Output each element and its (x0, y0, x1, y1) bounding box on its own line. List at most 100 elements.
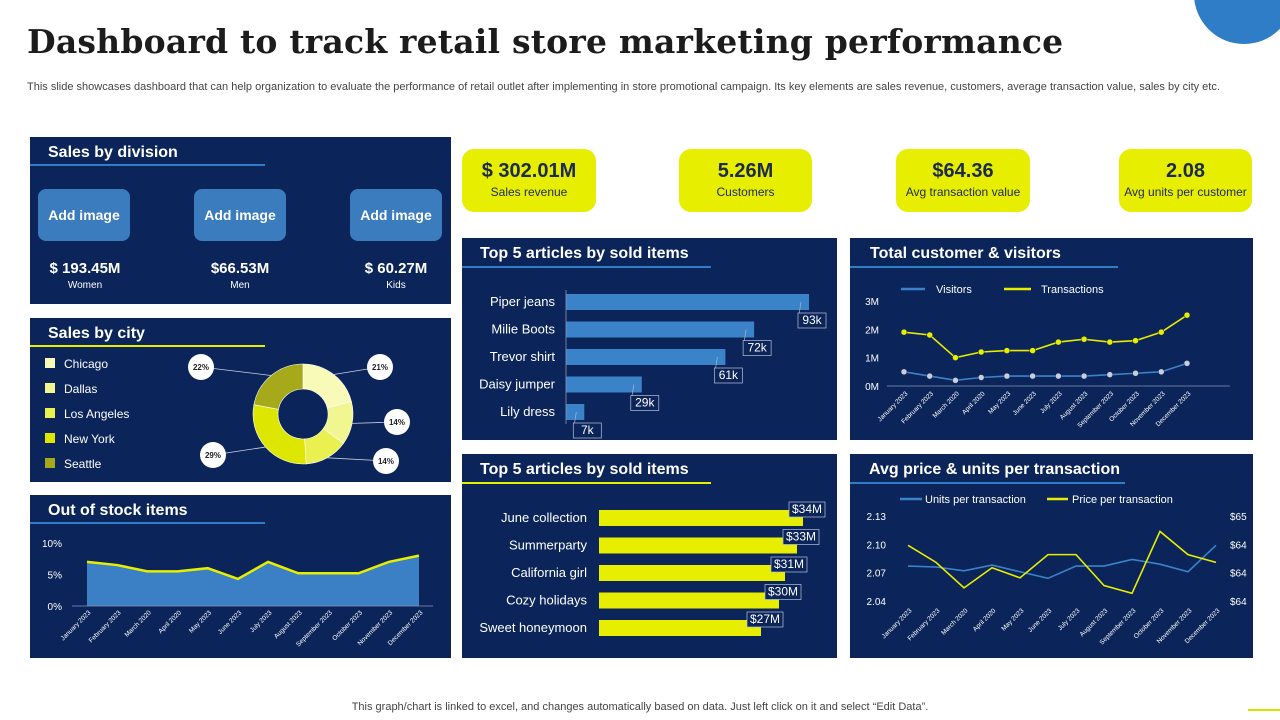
avg-price-units-panel: Avg price & units per transaction Units … (850, 454, 1253, 658)
series-point-transactions (977, 348, 985, 356)
pie-label-bubble (200, 442, 226, 468)
top-articles-panel-2: Top 5 articles by sold items June collec… (462, 454, 837, 658)
pie-label-bubble (367, 354, 393, 380)
bar-sweet-honeymoon (599, 620, 761, 636)
pie-slice-new-york (252, 404, 307, 465)
bar-category-label: June collection (501, 510, 587, 525)
y-tick-label: 0% (48, 602, 63, 613)
bar-category-label: Cozy holidays (506, 593, 587, 608)
bar-label-box (630, 395, 660, 411)
legend-swatch (45, 383, 55, 393)
add-image-button-women[interactable]: Add image (38, 189, 130, 241)
legend-label-dallas: Dallas (64, 382, 97, 396)
series-point-transactions (1029, 347, 1036, 354)
customers-visitors-title: Total customer & visitors (870, 245, 1061, 262)
x-tick-label: March 2020 (932, 390, 961, 419)
series-point-transactions (1132, 337, 1139, 344)
bar-label-box (782, 529, 820, 545)
top-articles-panel-1: Top 5 articles by sold items Piper jeans… (462, 238, 837, 440)
x-tick-label: May 2023 (1000, 607, 1025, 632)
kpi-avg-transaction: $64.36 Avg transaction value (896, 149, 1030, 212)
out-of-stock-title: Out of stock items (48, 502, 188, 519)
bar-milie-boots (566, 321, 755, 338)
x-tick-label: October 2023 (331, 609, 364, 642)
legend-label-transactions: Transactions (1041, 284, 1104, 296)
y-tick-label: 1M (865, 354, 879, 365)
x-tick-label: June 2023 (217, 609, 244, 636)
add-image-button-men[interactable]: Add image (194, 189, 286, 241)
bar-data-label: $31M (774, 557, 804, 571)
x-tick-label: May 2023 (188, 609, 213, 634)
title-underline (850, 482, 1125, 484)
bar-data-label: 93k (802, 313, 822, 327)
decorative-circle (1194, 0, 1280, 44)
bar-category-label: Summerparty (509, 538, 588, 553)
add-image-button-kids[interactable]: Add image (350, 189, 442, 241)
series-point-transactions (926, 331, 933, 339)
legend-swatch (45, 433, 55, 443)
area-fill (87, 555, 419, 606)
bar-daisy-jumper (566, 376, 642, 393)
page-title: Dashboard to track retail store marketin… (27, 22, 1064, 61)
bar-data-label: $27M (750, 612, 780, 626)
kpi-label: Sales revenue (490, 185, 568, 199)
top-articles-chart-2: June collection $34M Summerparty $33M Califo… (479, 501, 826, 636)
kpi-value: $64.36 (932, 160, 994, 182)
bar-category-label: Trevor shirt (490, 349, 556, 364)
series-point-visitors (1003, 372, 1011, 380)
series-point-visitors (1055, 372, 1062, 380)
bar-piper-jeans (566, 294, 809, 310)
kpi-value: $ 302.01M (481, 160, 577, 182)
page-subtitle: This slide showcases dashboard that can … (27, 81, 1220, 93)
bar-category-label: Sweet honeymoon (479, 620, 587, 635)
legend-label-visitors: Visitors (936, 284, 972, 296)
pie-data-label: 14% (378, 457, 394, 466)
series-line-units (907, 544, 1217, 580)
bar-trevor-shirt (566, 349, 726, 365)
title-underline (850, 266, 1118, 268)
women-sales-value: $ 193.45M (49, 260, 121, 277)
pie-data-label: 22% (193, 363, 209, 372)
bar-cozy-holidays (599, 592, 779, 609)
bar-data-label: 72k (747, 341, 767, 355)
customers-visitors-panel: Total customer & visitors Visitors Transa… (850, 238, 1253, 440)
avg-price-units-chart: Units per transaction Price per transacti… (867, 494, 1248, 646)
series-point-visitors (952, 377, 959, 384)
avg-price-units-title: Avg price & units per transaction (869, 461, 1121, 478)
men-sales-value: $66.53M (210, 260, 270, 277)
pie-label-bubble (188, 354, 214, 380)
women-label: Women (67, 280, 103, 291)
x-tick-label: June 2023 (1012, 390, 1039, 417)
kpi-label: Customers (716, 185, 775, 199)
x-tick-label: April 2020 (157, 609, 183, 635)
series-point-visitors (977, 374, 985, 381)
title-underline (462, 266, 711, 268)
bar-june-collection (599, 510, 803, 526)
series-point-transactions (1080, 336, 1088, 343)
pie-data-label: 21% (372, 363, 388, 372)
pie-slice-seattle (253, 363, 304, 410)
series-point-visitors (1106, 371, 1114, 378)
bar-data-label: $34M (792, 502, 822, 516)
bar-category-label: Daisy jumper (479, 377, 556, 392)
title-underline (30, 522, 265, 524)
bar-category-label: Piper jeans (490, 294, 556, 309)
top-articles-title-1: Top 5 articles by sold items (480, 245, 689, 262)
title-underline (30, 164, 265, 166)
sales-by-city-panel: Sales by city Chicago Dallas Los Angeles Ne… (30, 318, 451, 482)
bar-data-label: $33M (786, 530, 816, 544)
x-tick-label: March 2020 (124, 609, 153, 638)
kids-sales-value: $ 60.27M (364, 260, 428, 277)
series-point-visitors (1029, 372, 1036, 380)
title-underline (462, 482, 711, 484)
series-point-transactions (1055, 338, 1062, 346)
y-tick-label: 2M (865, 325, 879, 336)
sales-by-city-title: Sales by city (48, 325, 145, 342)
bar-category-label: Milie Boots (491, 322, 555, 337)
bar-lily-dress (566, 404, 585, 420)
kpi-value: 5.26M (717, 160, 774, 182)
series-point-visitors (1183, 360, 1191, 367)
title-underline (30, 345, 265, 347)
pie-data-label: 14% (389, 418, 405, 427)
